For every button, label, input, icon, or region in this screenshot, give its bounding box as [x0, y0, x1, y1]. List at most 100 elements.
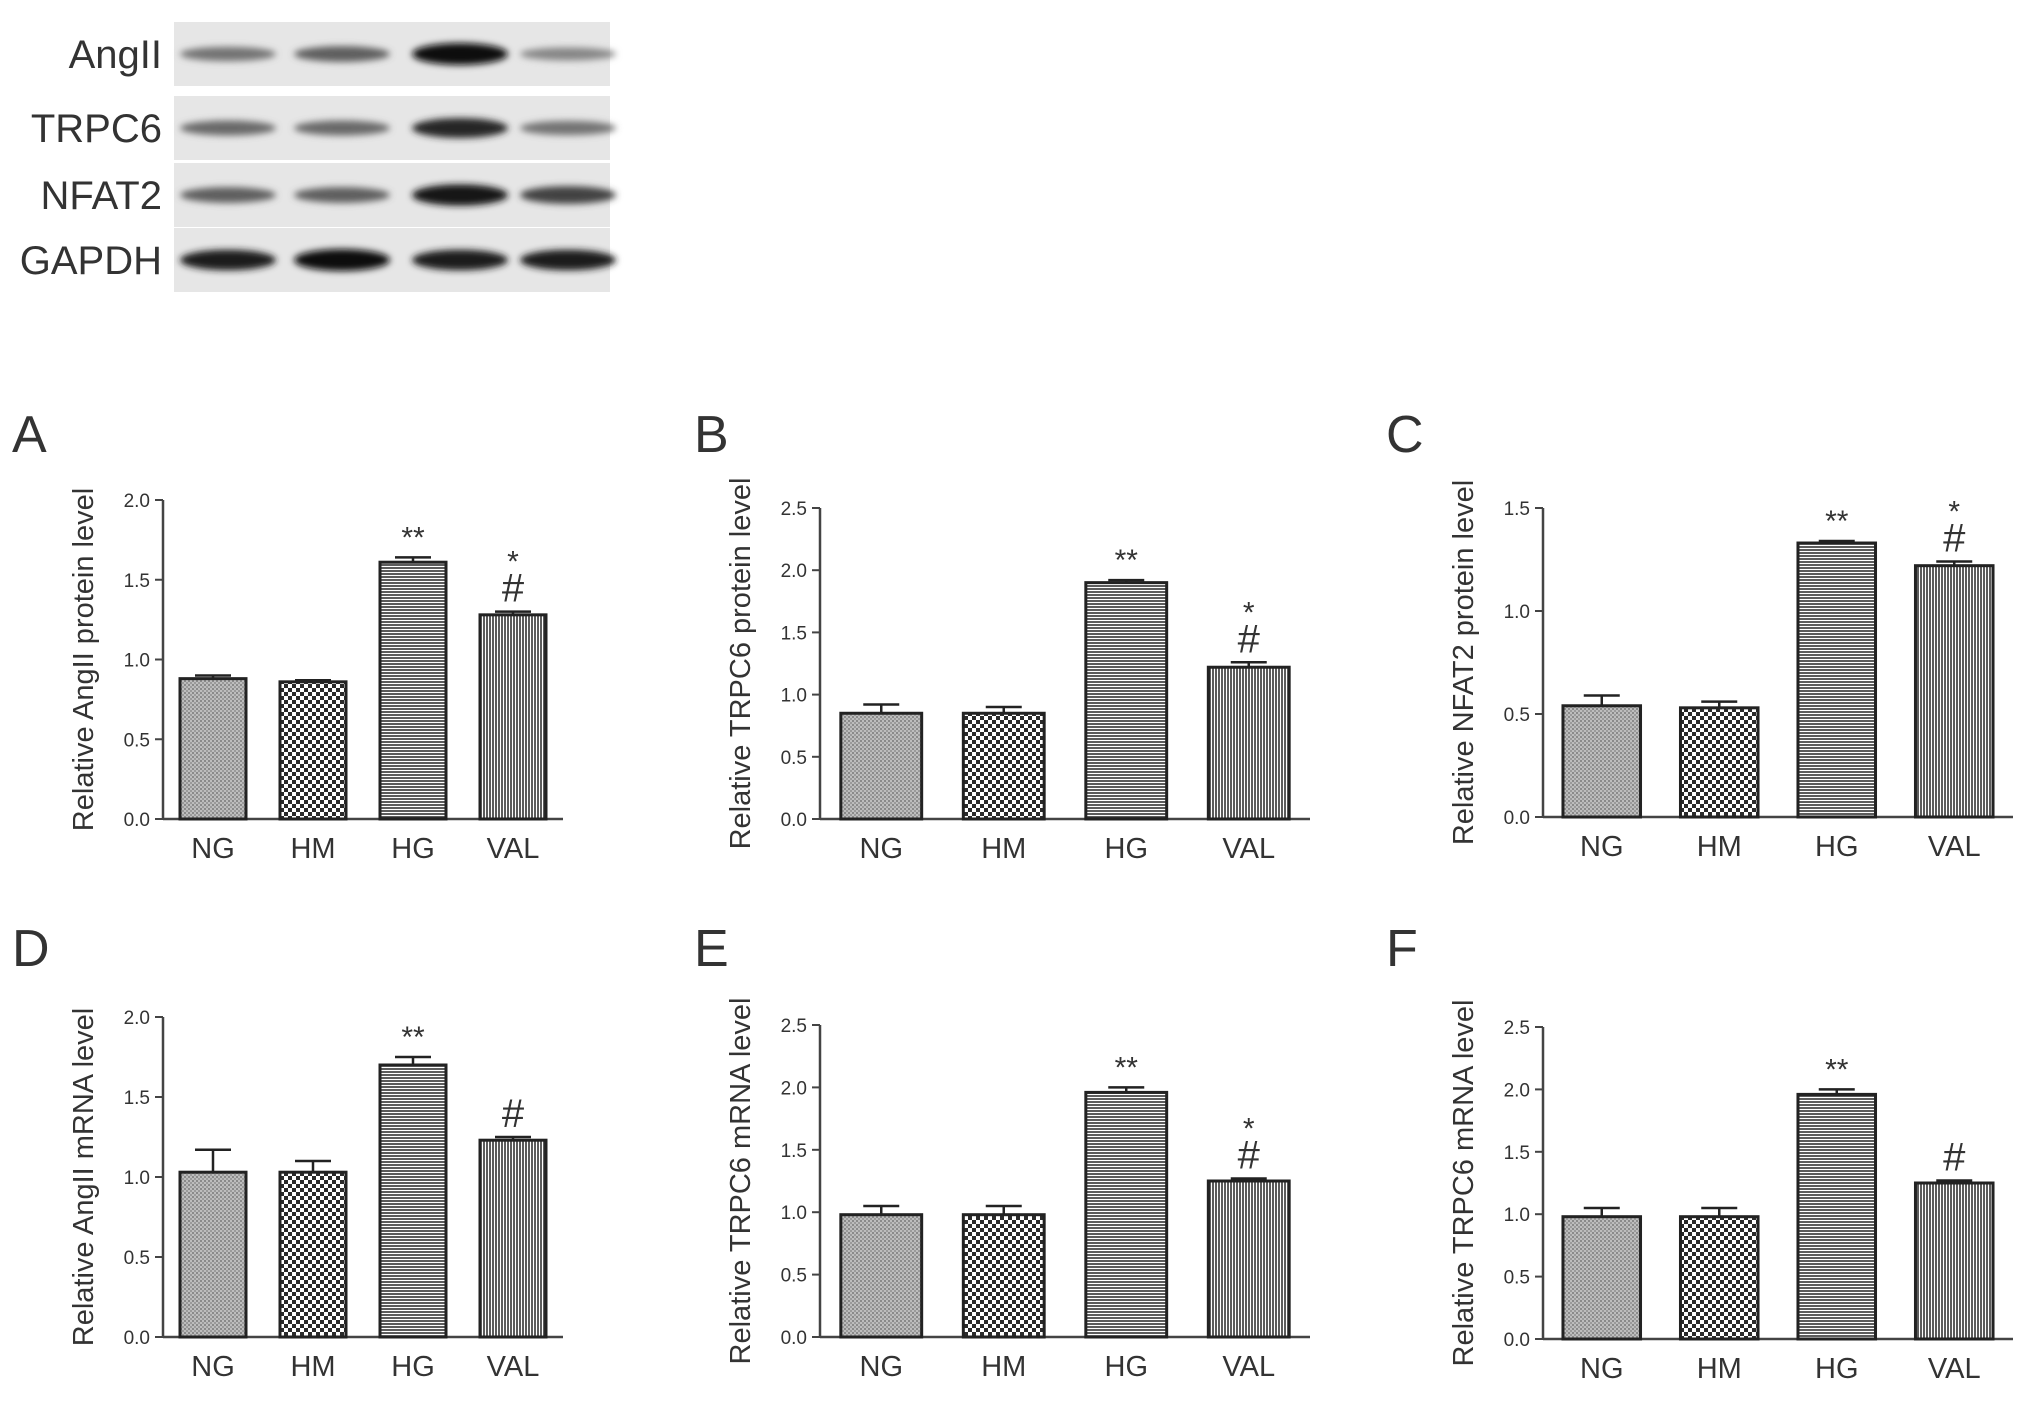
x-tick-label: NG — [1580, 831, 1624, 863]
significance-hash: # — [1238, 1134, 1261, 1178]
blot-band — [180, 187, 276, 203]
blot-label: NFAT2 — [40, 174, 162, 218]
y-axis-label: Relative TRPC6 protein level — [725, 478, 757, 850]
blot-band — [294, 120, 390, 136]
panel-letter: E — [694, 920, 729, 978]
panel-letter: A — [12, 406, 47, 464]
blot-band — [180, 120, 276, 136]
x-tick-label: NG — [191, 1351, 235, 1383]
y-tick-label: 0.5 — [124, 730, 150, 751]
bar-hm — [1678, 706, 1760, 819]
y-tick-label: 2.0 — [781, 561, 807, 582]
y-tick-label: 0.0 — [781, 1328, 807, 1349]
bar-val — [1913, 1181, 1995, 1341]
x-tick-label: VAL — [1928, 1353, 1981, 1385]
x-tick-label: NG — [191, 833, 235, 865]
y-tick-label: 2.5 — [781, 499, 807, 520]
blot-label: TRPC6 — [31, 107, 162, 151]
x-tick-label: HG — [1105, 1351, 1149, 1383]
significance-star: ** — [1825, 1053, 1849, 1086]
y-axis-label: Relative TRPC6 mRNA level — [725, 998, 757, 1365]
bar-hm — [961, 1213, 1046, 1339]
y-tick-label: 1.5 — [124, 1088, 150, 1109]
y-tick-label: 1.0 — [1504, 602, 1530, 623]
x-tick-label: HM — [290, 833, 335, 865]
bar-hm — [278, 680, 348, 821]
significance-hash: # — [1238, 617, 1261, 661]
y-tick-label: 1.0 — [124, 1168, 150, 1189]
x-tick-label: HG — [1815, 831, 1859, 863]
bar-hg — [1796, 1092, 1878, 1341]
bar-ng — [839, 1213, 924, 1339]
panel-letter: F — [1386, 920, 1418, 978]
bar-hg — [1084, 1090, 1169, 1339]
bar-val — [478, 1138, 548, 1339]
bar-charts: A 0.0 0.5 1.0 1.5 2.0 Relative AngII protein l… — [12, 406, 2013, 1385]
blot-band — [180, 46, 276, 62]
significance-star: * — [507, 546, 519, 579]
significance-star: * — [1948, 496, 1960, 529]
bar-hm — [961, 711, 1046, 821]
x-tick-label: HG — [391, 833, 435, 865]
x-tick-label: HG — [1105, 833, 1149, 865]
y-tick-label: 0.5 — [124, 1248, 150, 1269]
blot-band — [294, 249, 390, 271]
y-tick-label: 0.0 — [781, 810, 807, 831]
x-tick-label: VAL — [1222, 1351, 1275, 1383]
y-tick-label: 1.5 — [1504, 499, 1530, 520]
blot-band — [412, 249, 508, 271]
y-tick-label: 1.5 — [124, 571, 150, 592]
bar-val — [1206, 665, 1291, 821]
bar-hg — [1796, 541, 1878, 819]
blot-band — [520, 120, 616, 136]
chart-panel-c: C 0.0 0.5 1.0 1.5 Relative NFAT2 protein leve… — [1386, 406, 2013, 863]
bar-ng — [178, 1170, 248, 1339]
significance-hash: # — [1943, 517, 1966, 561]
chart-panel-f: F 0.0 0.5 1.0 1.5 2.0 2.5 Relative TRPC6 mRNA l… — [1386, 920, 2013, 1385]
significance-hash: # — [502, 1092, 525, 1136]
significance-star: ** — [1115, 544, 1139, 577]
x-tick-label: HG — [391, 1351, 435, 1383]
y-tick-label: 2.0 — [781, 1078, 807, 1099]
blot-band — [520, 186, 616, 204]
panel-letter: B — [694, 406, 729, 464]
x-tick-label: NG — [860, 833, 904, 865]
significance-star: ** — [401, 521, 425, 554]
panel-letter: C — [1386, 406, 1424, 464]
x-tick-label: NG — [860, 1351, 904, 1383]
y-tick-label: 0.5 — [781, 1266, 807, 1287]
blot-label: AngII — [69, 33, 162, 77]
x-tick-label: VAL — [1222, 833, 1275, 865]
x-tick-label: HM — [1697, 831, 1742, 863]
x-tick-label: HM — [1697, 1353, 1742, 1385]
y-tick-label: 1.5 — [1504, 1143, 1530, 1164]
y-tick-label: 0.5 — [781, 748, 807, 769]
x-tick-label: HM — [981, 1351, 1026, 1383]
y-tick-label: 2.5 — [1504, 1018, 1530, 1039]
y-tick-label: 2.0 — [124, 1008, 150, 1029]
y-tick-label: 2.0 — [124, 491, 150, 512]
y-tick-label: 2.0 — [1504, 1080, 1530, 1101]
bar-val — [1206, 1179, 1291, 1339]
bar-ng — [1561, 1215, 1643, 1341]
blot-band — [412, 43, 508, 65]
y-tick-label: 1.5 — [781, 1141, 807, 1162]
bar-hg — [378, 1063, 448, 1339]
significance-star: ** — [1115, 1051, 1139, 1084]
y-tick-label: 1.0 — [781, 686, 807, 707]
blot-band — [520, 249, 616, 271]
bar-hm — [1678, 1215, 1760, 1341]
x-tick-label: HM — [981, 833, 1026, 865]
bar-val — [478, 613, 548, 821]
x-tick-label: HM — [290, 1351, 335, 1383]
y-tick-label: 0.0 — [124, 810, 150, 831]
y-tick-label: 1.0 — [781, 1203, 807, 1224]
bar-hm — [278, 1170, 348, 1339]
bar-hg — [378, 560, 448, 821]
bar-hg — [1084, 581, 1169, 821]
blot-band — [180, 249, 276, 271]
y-tick-label: 0.0 — [1504, 1330, 1530, 1351]
x-tick-label: VAL — [1928, 831, 1981, 863]
chart-panel-a: A 0.0 0.5 1.0 1.5 2.0 Relative AngII protein l… — [12, 406, 563, 865]
